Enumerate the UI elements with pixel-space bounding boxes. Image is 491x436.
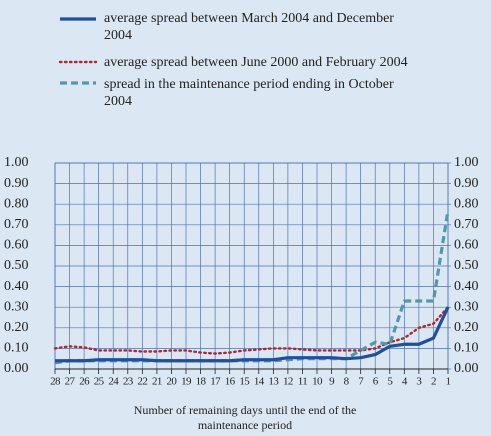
y-tick-label: 0.00 — [4, 361, 29, 376]
y2-tick-label: 0.40 — [454, 279, 479, 294]
y-tick-label: 0.10 — [4, 341, 29, 356]
x-tick-label: 15 — [239, 376, 250, 388]
x-tick-label: 7 — [358, 376, 364, 388]
y-tick-label: 0.40 — [4, 279, 29, 294]
legend-label: average spread between March 2004 and De… — [104, 11, 394, 43]
y2-tick-label: 0.10 — [454, 341, 479, 356]
x-axis-label: Number of remaining days until the end o… — [133, 403, 357, 432]
x-tick-label: 16 — [225, 376, 236, 388]
x-tick-label: 23 — [123, 376, 134, 388]
y2-tick-label: 0.80 — [454, 196, 479, 211]
y-tick-label: 0.50 — [4, 258, 29, 273]
x-tick-label: 14 — [254, 376, 265, 388]
series-line — [55, 306, 450, 363]
y2-tick-label: 0.20 — [454, 320, 479, 335]
y-tick-label: 0.70 — [4, 217, 29, 232]
x-tick-label: 11 — [298, 376, 307, 388]
x-tick-label: 28 — [50, 376, 61, 388]
x-tick-label: 8 — [344, 376, 350, 388]
x-tick-label: 4 — [402, 376, 408, 388]
x-tick-label: 19 — [181, 376, 192, 388]
x-tick-label: 22 — [137, 376, 147, 388]
x-tick-label: 17 — [210, 376, 221, 388]
legend-label: average spread between June 2000 and Feb… — [104, 55, 408, 70]
x-tick-label: 13 — [268, 376, 279, 388]
x-tick-label: 24 — [108, 376, 119, 388]
x-tick-label: 18 — [196, 376, 207, 388]
y2-tick-label: 0.50 — [454, 258, 479, 273]
x-tick-label: 5 — [387, 376, 393, 388]
y2-tick-label: 0.00 — [454, 361, 479, 376]
x-tick-label: 25 — [94, 376, 105, 388]
y2-tick-label: 0.70 — [454, 217, 479, 232]
y-tick-label: 0.90 — [4, 176, 29, 191]
x-tick-label: 26 — [79, 376, 90, 388]
x-tick-label: 9 — [329, 376, 335, 388]
x-tick-label: 6 — [373, 376, 379, 388]
series-line — [53, 306, 450, 355]
x-tick-label: 27 — [65, 376, 76, 388]
y-tick-label: 0.20 — [4, 320, 29, 335]
y-tick-label: 1.00 — [4, 155, 29, 170]
y2-tick-label: 0.60 — [454, 238, 479, 253]
y2-tick-label: 1.00 — [454, 155, 479, 170]
x-tick-label: 21 — [152, 376, 162, 388]
x-tick-label: 12 — [283, 376, 293, 388]
x-tick-label: 3 — [416, 376, 422, 388]
y-tick-label: 0.60 — [4, 238, 29, 253]
series-line — [54, 210, 450, 365]
x-tick-label: 20 — [167, 376, 178, 388]
legend-label: spread in the maintenance period ending … — [104, 77, 394, 109]
y2-tick-label: 0.30 — [454, 299, 479, 314]
x-tick-label: 10 — [312, 376, 323, 388]
y-tick-label: 0.80 — [4, 196, 29, 211]
x-tick-label: 1 — [446, 376, 451, 388]
x-tick-label: 2 — [431, 376, 436, 388]
y2-tick-label: 0.90 — [454, 176, 479, 191]
y-tick-label: 0.30 — [4, 299, 29, 314]
